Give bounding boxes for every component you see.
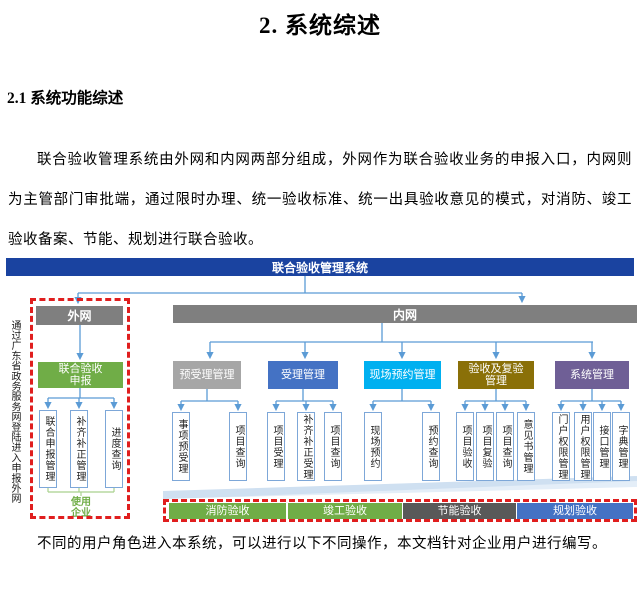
child-box: 补齐补正受理 — [297, 412, 315, 481]
extranet-header: 外网 — [36, 306, 123, 325]
child-box: 进度查询 — [105, 410, 123, 488]
child-box-label: 预约查询 — [426, 424, 437, 469]
child-box-label: 联合申报管理 — [43, 416, 54, 482]
child-box-label: 事项预受理 — [176, 419, 187, 474]
intranet-header: 内网 — [173, 305, 637, 323]
child-box: 联合申报管理 — [39, 410, 57, 488]
outro-paragraph: 不同的用户角色进入本系统，可以进行以下不同操作，本文档针对企业用户进行编写。 — [37, 536, 607, 552]
child-box-label: 项目查询 — [328, 424, 339, 469]
child-box: 项目查询 — [229, 412, 247, 481]
child-box-label: 用户权限管理 — [578, 413, 589, 480]
child-box: 接口管理 — [593, 412, 611, 481]
decor-wedge — [163, 476, 637, 499]
child-box-label: 补齐补正受理 — [301, 413, 312, 480]
module-box: 现场预约管理 — [364, 361, 441, 389]
child-box: 用户权限管理 — [574, 412, 592, 481]
child-box-label: 项目查询 — [500, 424, 511, 469]
child-box: 意见书管理 — [517, 412, 535, 481]
child-box: 补齐补正管理 — [70, 410, 88, 488]
child-box: 项目验收 — [456, 412, 474, 481]
child-box-label: 项目查询 — [233, 424, 244, 469]
side-note: 通过广东省政务服务网登陆进入申报外网 — [9, 320, 20, 504]
child-box-label: 项目验收 — [460, 424, 471, 469]
module-box: 受理管理 — [268, 361, 338, 389]
root-system-bar: 联合验收管理系统 — [6, 258, 634, 276]
child-box: 预约查询 — [422, 412, 440, 481]
module-box: 验收及复验管理 — [458, 361, 534, 389]
child-box-label: 门户权限管理 — [556, 413, 567, 480]
section-heading: 2.1 系统功能综述 — [7, 90, 124, 107]
intro-paragraph: 联合验收管理系统由外网和内网两部分组成，外网作为联合验收业务的申报入口，内网则为… — [8, 152, 632, 248]
child-box-label: 字典管理 — [616, 424, 627, 469]
page-title: 2. 系统综述 — [259, 13, 381, 38]
user-group-label: 使用企业 — [71, 497, 91, 519]
acceptance-box: 规划验收 — [517, 503, 633, 519]
child-box-label: 补齐补正管理 — [74, 416, 85, 482]
extranet-module-box: 联合验收申报 — [38, 362, 123, 388]
child-box-label: 项目复验 — [480, 424, 491, 469]
decor-wedge-highlight — [200, 481, 637, 498]
child-box: 字典管理 — [612, 412, 630, 481]
child-box-label: 接口管理 — [597, 424, 608, 469]
child-box: 项目查询 — [496, 412, 514, 481]
child-box: 项目受理 — [267, 412, 285, 481]
acceptance-box: 节能验收 — [403, 503, 516, 519]
child-box: 项目查询 — [324, 412, 342, 481]
child-box-label: 意见书管理 — [521, 419, 532, 474]
user-group-bracket — [47, 488, 115, 496]
child-box-label: 项目受理 — [271, 424, 282, 469]
acceptance-box: 消防验收 — [169, 503, 286, 519]
module-box: 预受理管理 — [173, 361, 241, 389]
child-box: 门户权限管理 — [552, 412, 570, 481]
child-box-label: 进度查询 — [109, 427, 120, 471]
acceptance-box: 竣工验收 — [288, 503, 402, 519]
child-box: 事项预受理 — [172, 412, 190, 481]
child-box-label: 现场预约 — [368, 424, 379, 469]
module-box: 系统管理 — [555, 361, 629, 389]
child-box: 项目复验 — [476, 412, 494, 481]
child-box: 现场预约 — [364, 412, 382, 481]
